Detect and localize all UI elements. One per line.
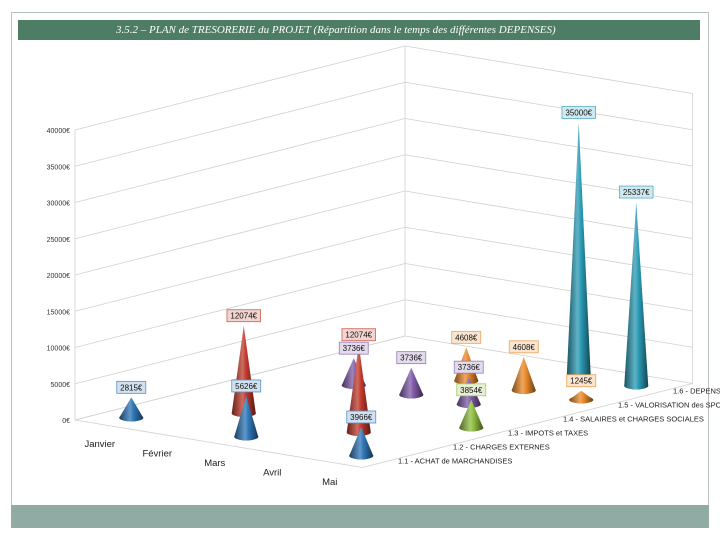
data-label: 4608€ <box>508 340 539 354</box>
data-label-box <box>508 340 539 354</box>
slide-title: 3.5.2 – PLAN de TRESORERIE du PROJET (Ré… <box>18 20 700 40</box>
data-label-box <box>346 410 377 424</box>
data-label-box <box>396 351 427 365</box>
x-axis-labels: Janvier Février Mars Avril Mai <box>84 439 337 488</box>
cone-1-1-achat-de-marchandises-mars <box>234 395 259 441</box>
cone-1-5-valorisation-des-sponsors-et-des-partenaires-avril <box>511 356 536 394</box>
cone-1-6-depenses-liees-a-l-intervention-des-benevoles-mai <box>624 202 649 390</box>
data-label-text: 3966€ <box>350 413 373 422</box>
data-label-text: 3854€ <box>460 386 483 395</box>
data-label: 3736€ <box>396 351 427 365</box>
data-label-text: 12074€ <box>230 312 257 321</box>
cone-body <box>234 395 259 441</box>
cone-1-2-charges-externes-f-vrier <box>231 325 256 417</box>
data-label-text: 2815€ <box>120 383 143 392</box>
y-tick-label: 10000€ <box>47 346 70 353</box>
data-label-text: 25337€ <box>623 188 650 197</box>
data-label: 4608€ <box>451 330 482 344</box>
x-tick-label: Janvier <box>84 439 115 450</box>
data-label-text: 4608€ <box>513 343 536 352</box>
value-labels: 35000€ 25337€ 4608€ 4608€ 1245€ 3736€ 3736€ 373… <box>116 106 654 424</box>
cone-1-5-valorisation-des-sponsors-et-des-partenaires-mai <box>569 390 594 404</box>
series-label: 1.3 - IMPOTS et TAXES <box>508 429 588 438</box>
cone-1-3-impots-et-taxes-mai <box>459 399 484 432</box>
data-label-box <box>566 374 597 388</box>
data-label: 5626€ <box>231 379 262 393</box>
cone-body <box>624 202 649 390</box>
cone-body <box>569 390 594 404</box>
cone-body <box>119 397 144 422</box>
data-label: 35000€ <box>561 106 596 119</box>
series-labels: 1.1 - ACHAT de MARCHANDISES 1.2 - CHARGES… <box>398 387 720 466</box>
data-label: 3854€ <box>456 383 487 397</box>
data-label-text: 5626€ <box>235 382 258 391</box>
data-label-box <box>561 106 596 119</box>
cone-body <box>349 426 374 460</box>
slide-footer-bar <box>11 505 709 528</box>
cone-1-1-achat-de-marchandises-mai <box>349 426 374 460</box>
series-label: 1.1 - ACHAT de MARCHANDISES <box>398 457 512 466</box>
y-tick-label: 20000€ <box>47 273 70 280</box>
x-tick-label: Février <box>142 448 172 459</box>
cone-1-4-salaires-et-charges-sociales-mars <box>399 367 424 399</box>
cone-1-1-achat-de-marchandises-janvier <box>119 397 144 422</box>
data-label-box <box>116 380 147 394</box>
cone-body <box>399 367 424 399</box>
series-label: 1.4 - SALAIRES et CHARGES SOCIALES <box>563 415 704 424</box>
data-label: 1245€ <box>566 374 597 388</box>
data-label-box <box>453 360 484 374</box>
chart-gridlines <box>74 45 693 468</box>
data-label-box <box>451 330 482 344</box>
cone-body <box>511 356 536 394</box>
y-tick-label: 30000€ <box>47 201 70 208</box>
data-label-text: 4608€ <box>455 333 478 342</box>
y-axis-labels: 0€ 5000€ 10000€ 15000€ 20000€ 25000€ 30000€ 350… <box>47 128 70 425</box>
data-label: 25337€ <box>619 185 654 199</box>
data-label-text: 3736€ <box>343 344 366 353</box>
data-label: 2815€ <box>116 380 147 394</box>
data-label-box <box>341 328 376 342</box>
data-label-box <box>619 185 654 199</box>
data-label: 3966€ <box>346 410 377 424</box>
x-tick-label: Avril <box>263 467 281 478</box>
y-tick-label: 15000€ <box>47 309 70 316</box>
series-label: 1.2 - CHARGES EXTERNES <box>453 443 550 452</box>
cone-body <box>231 325 256 417</box>
data-label-text: 3736€ <box>400 354 423 363</box>
cone-body <box>566 122 591 380</box>
cone-body <box>459 399 484 432</box>
data-label: 12074€ <box>226 309 261 323</box>
y-tick-label: 0€ <box>62 418 70 425</box>
data-label: 3736€ <box>338 341 369 355</box>
x-tick-label: Mai <box>322 477 337 488</box>
y-tick-label: 40000€ <box>47 128 70 135</box>
series-label: 1.5 - VALORISATION des SPONSORS et des P… <box>618 401 720 410</box>
data-label-box <box>456 383 487 397</box>
data-label-text: 1245€ <box>570 377 593 386</box>
y-tick-label: 35000€ <box>47 164 70 171</box>
y-tick-label: 5000€ <box>51 382 71 389</box>
cone-1-6-depenses-liees-a-l-intervention-des-benevoles-avril <box>566 122 591 380</box>
data-label-box <box>226 309 261 323</box>
data-label-text: 35000€ <box>565 109 592 118</box>
series-label: 1.6 - DEPENSES LIEES A L'INTERVENTION de… <box>673 387 720 396</box>
data-label-box <box>231 379 262 393</box>
data-label-box <box>338 341 369 355</box>
y-tick-label: 25000€ <box>47 237 70 244</box>
data-label-text: 3736€ <box>458 363 481 372</box>
x-tick-label: Mars <box>204 458 225 469</box>
data-label-text: 12074€ <box>345 331 372 340</box>
data-label: 3736€ <box>453 360 484 374</box>
data-label: 12074€ <box>341 328 376 342</box>
